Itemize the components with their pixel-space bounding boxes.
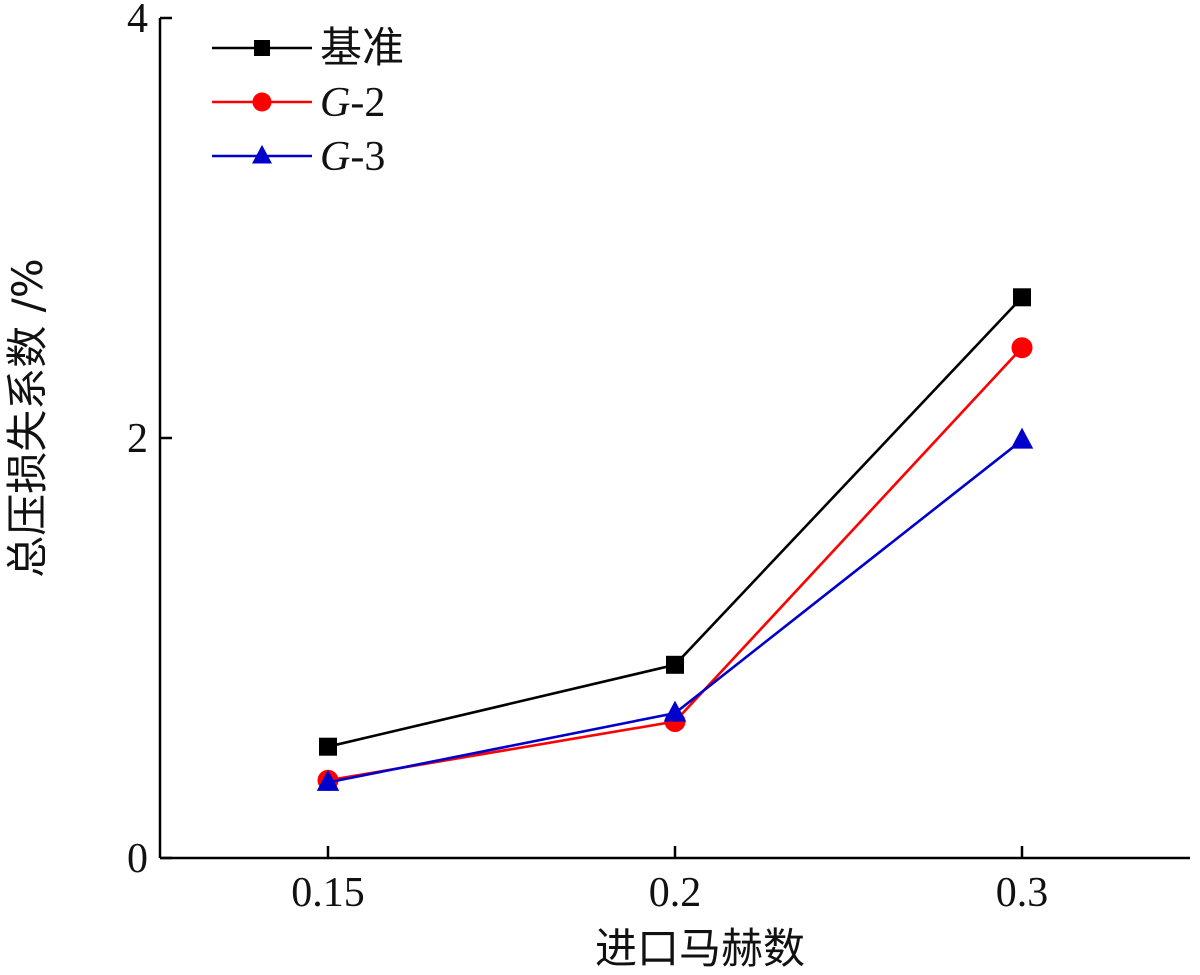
legend-entry: G-3 <box>212 134 385 180</box>
legend-label: G-2 <box>320 80 385 126</box>
y-tick-label: 4 <box>127 0 148 42</box>
data-point <box>663 700 687 722</box>
legend-label: G-3 <box>320 134 385 180</box>
legend-marker <box>254 40 270 56</box>
data-point <box>316 769 340 791</box>
series-3 <box>316 427 1034 791</box>
legend-entry: 基准 <box>212 26 404 72</box>
legend-label: 基准 <box>320 26 404 72</box>
x-axis-title: 进口马赫数 <box>595 924 805 973</box>
y-tick-label: 0 <box>127 836 148 882</box>
data-point <box>1010 427 1034 449</box>
data-point <box>666 655 684 674</box>
data-point <box>1013 288 1031 307</box>
data-point <box>319 737 337 756</box>
ticks: 0 2 4 0.15 0.2 0.3 <box>127 0 1048 916</box>
y-axis-title: 总压损失系数 /% <box>3 258 52 577</box>
y-tick-label: 2 <box>127 416 148 462</box>
legend-marker <box>252 144 272 164</box>
x-tick-label: 0.3 <box>996 870 1049 916</box>
data-point <box>1011 337 1033 359</box>
legend-entry: G-2 <box>212 80 385 126</box>
x-tick-label: 0.15 <box>291 870 365 916</box>
series-1 <box>319 288 1031 756</box>
x-tick-label: 0.2 <box>649 870 702 916</box>
legend: 基准 G-2 G-3 <box>212 26 404 180</box>
legend-marker <box>252 92 272 112</box>
series-layer <box>316 288 1034 791</box>
